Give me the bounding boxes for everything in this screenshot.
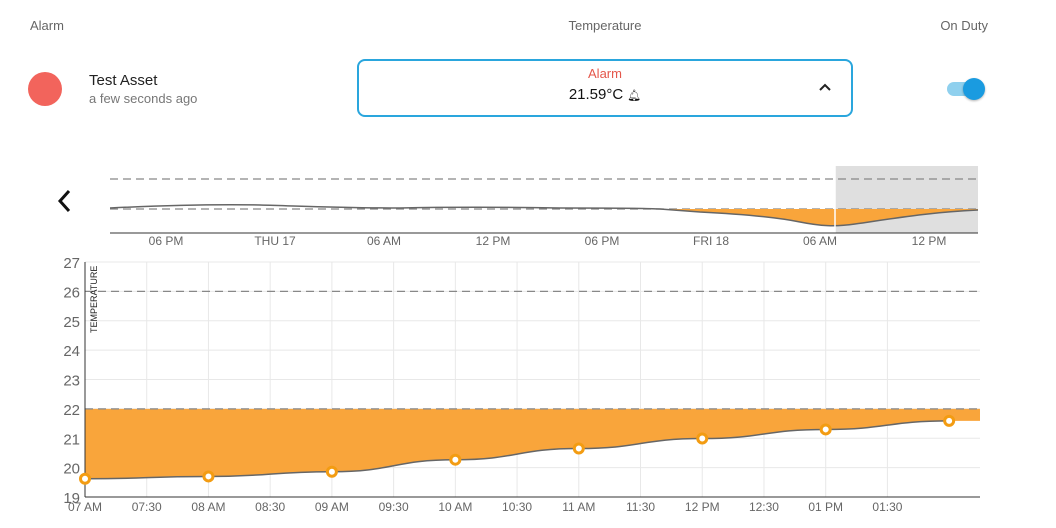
data-point[interactable]	[819, 423, 832, 436]
alarm-status-indicator	[28, 72, 62, 106]
data-point[interactable]	[202, 470, 215, 483]
overview-alarm-area	[660, 209, 978, 226]
y-tick-label: 22	[63, 402, 80, 419]
chevron-up-icon[interactable]	[815, 77, 835, 97]
x-tick-label: 01:30	[872, 500, 902, 514]
temperature-column-header: Temperature	[568, 18, 642, 33]
y-tick-label: 24	[63, 343, 80, 360]
y-tick-label: 19	[63, 490, 80, 507]
data-point[interactable]	[696, 432, 709, 445]
x-tick-label: 07:30	[132, 500, 162, 514]
temperature-reading: 21.59°C 🔔︎	[359, 86, 851, 103]
data-point[interactable]	[572, 442, 585, 455]
overview-x-tick-label: THU 17	[254, 234, 296, 248]
x-tick-label: 10 AM	[438, 500, 472, 514]
x-tick-label: 12 PM	[685, 500, 720, 514]
y-tick-label: 25	[63, 314, 80, 331]
temperature-dropdown[interactable]: Alarm 21.59°C 🔔︎	[357, 59, 853, 117]
alarm-column-header: Alarm	[30, 18, 64, 33]
y-tick-label: 23	[63, 373, 80, 390]
bell-icon: 🔔︎	[627, 90, 642, 102]
x-tick-label: 08:30	[255, 500, 285, 514]
x-tick-label: 07 AM	[68, 500, 102, 514]
temperature-status: Alarm	[588, 66, 622, 81]
x-tick-label: 10:30	[502, 500, 532, 514]
overview-x-tick-label: 06 PM	[149, 234, 184, 248]
overview-x-tick-label: 06 AM	[803, 234, 837, 248]
y-tick-label: 20	[63, 461, 80, 478]
x-tick-label: 11:30	[626, 500, 655, 514]
chevron-left-icon[interactable]	[50, 186, 80, 216]
y-axis-label: TEMPERATURE	[89, 266, 99, 333]
x-tick-label: 12:30	[749, 500, 779, 514]
data-point[interactable]	[449, 453, 462, 466]
data-point[interactable]	[79, 472, 91, 485]
overview-series-line	[109, 203, 979, 227]
asset-name[interactable]: Test Asset	[89, 72, 158, 89]
on-duty-toggle[interactable]	[947, 78, 985, 100]
x-tick-label: 09 AM	[315, 500, 349, 514]
temperature-series-line	[84, 420, 950, 480]
y-tick-label: 21	[63, 431, 80, 448]
y-tick-label: 26	[63, 284, 80, 301]
x-tick-label: 08 AM	[191, 500, 225, 514]
overview-x-tick-label: FRI 18	[693, 234, 729, 248]
overview-x-tick-label: 06 AM	[367, 234, 401, 248]
overview-x-tick-label: 06 PM	[585, 234, 620, 248]
x-tick-label: 09:30	[379, 500, 409, 514]
last-update-time: a few seconds ago	[89, 91, 198, 106]
y-tick-label: 27	[63, 255, 80, 272]
temperature-value: 21.59°C	[568, 86, 624, 103]
data-point[interactable]	[325, 465, 338, 478]
data-point[interactable]	[943, 414, 956, 427]
x-tick-label: 11 AM	[562, 500, 595, 514]
overview-x-tick-label: 12 PM	[912, 234, 947, 248]
alarm-area	[85, 408, 980, 479]
on-duty-column-header: On Duty	[940, 18, 988, 33]
x-tick-label: 01 PM	[808, 500, 843, 514]
overview-x-tick-label: 12 PM	[476, 234, 511, 248]
toggle-thumb	[963, 78, 985, 100]
